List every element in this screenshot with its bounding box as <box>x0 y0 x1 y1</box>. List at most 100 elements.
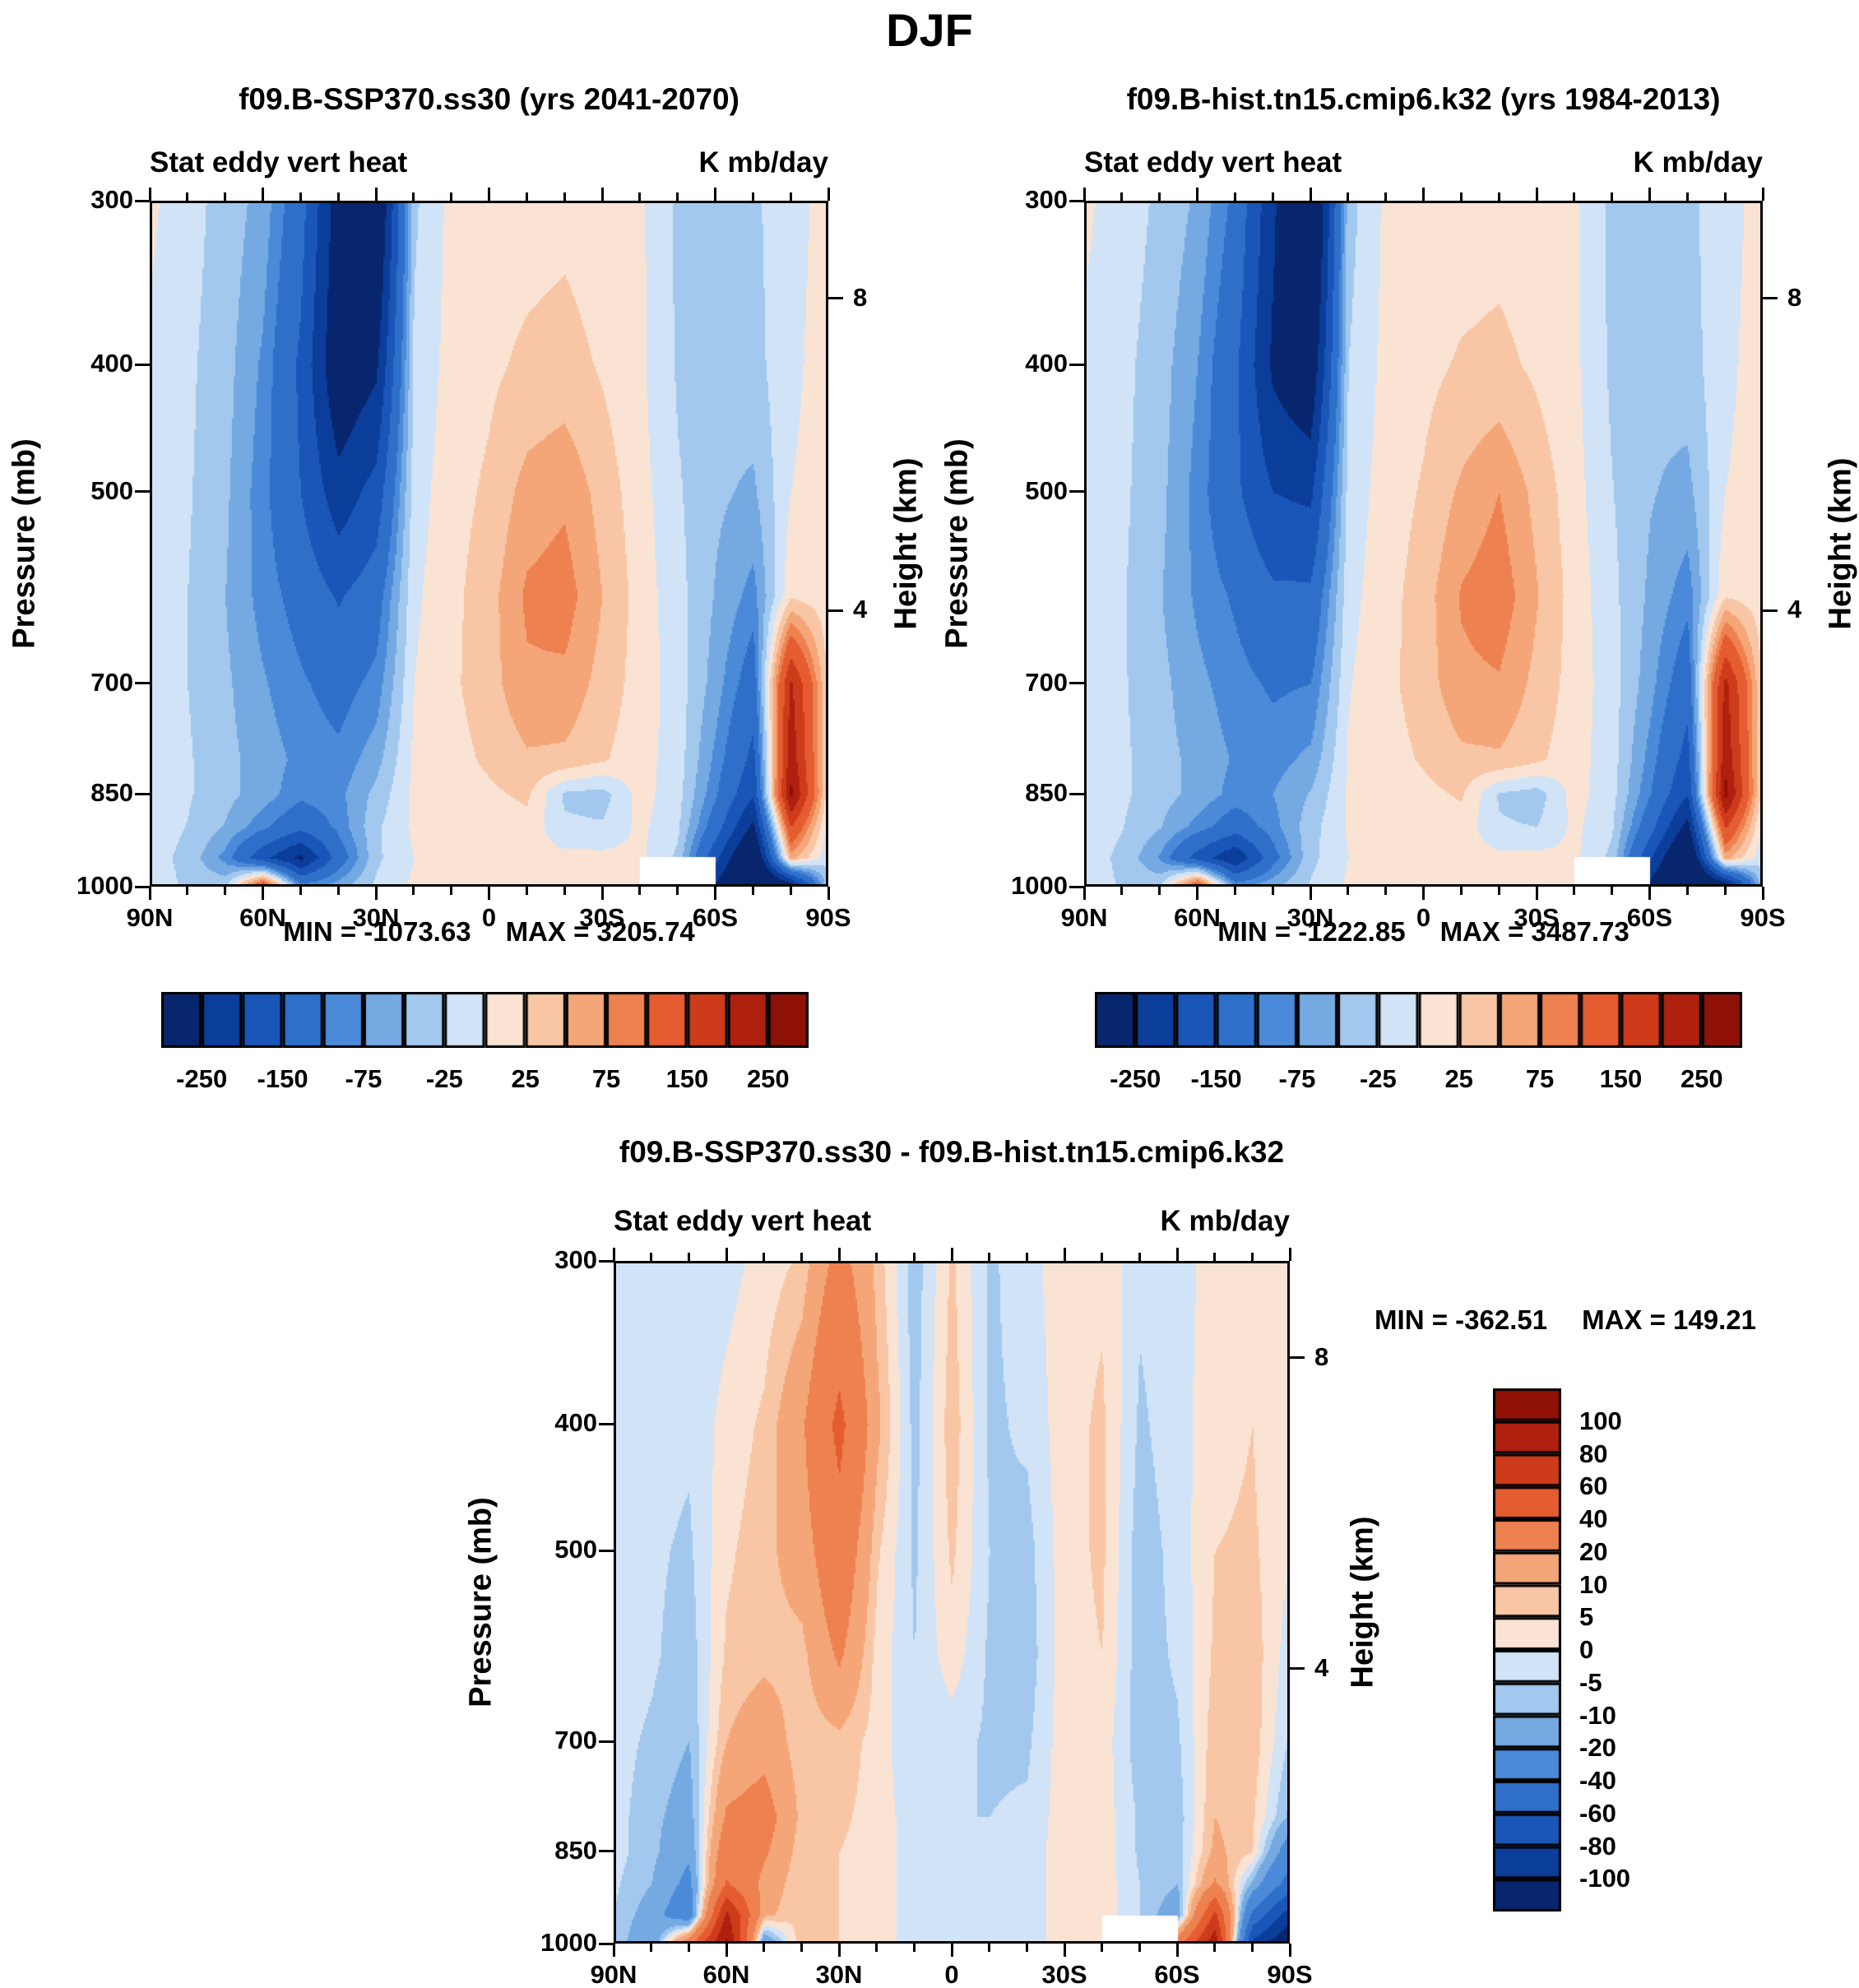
case2-units-label: K mb/day <box>1633 146 1763 178</box>
colorbar-tick-label: 5 <box>1579 1602 1594 1632</box>
pressure-tick <box>1069 885 1084 888</box>
height-tick-label: 8 <box>1787 282 1802 312</box>
colorbar-tick-label: 150 <box>665 1064 709 1093</box>
colorbar-tick-label: -150 <box>1190 1064 1242 1093</box>
colorbar-tick-label: 25 <box>1444 1064 1473 1093</box>
diff-pressure-axis-label: Pressure (mb) <box>463 1497 498 1708</box>
height-tick-label: 4 <box>1787 595 1802 624</box>
lat-tick <box>1233 887 1236 895</box>
lat-tick-label: 0 <box>944 1960 959 1988</box>
lat-tick-label: 90S <box>1740 903 1786 932</box>
pressure-tick <box>599 1850 614 1853</box>
lat-tick <box>763 1944 766 1952</box>
colorbar-tick-label: -25 <box>1359 1064 1397 1093</box>
lat-tick <box>1138 1944 1141 1952</box>
colorbar-tick-label: 25 <box>511 1064 540 1093</box>
pressure-tick <box>599 1942 614 1945</box>
height-tick-label: 4 <box>1314 1652 1329 1682</box>
lat-tick-label: 0 <box>481 903 497 932</box>
lat-tick <box>638 192 642 201</box>
lat-tick <box>1422 887 1425 900</box>
lat-tick <box>336 887 340 895</box>
lat-tick <box>1196 887 1198 900</box>
lat-tick <box>676 887 679 895</box>
lat-tick <box>1309 188 1312 201</box>
colorbar-tick-label: 250 <box>746 1064 790 1093</box>
lat-tick <box>1497 192 1500 201</box>
lat-tick <box>837 1944 841 1957</box>
lat-tick <box>450 192 453 201</box>
lat-tick <box>714 887 716 900</box>
lat-tick <box>1535 887 1538 900</box>
height-tick <box>1763 609 1778 612</box>
lat-tick <box>224 192 227 201</box>
case2-variable-label: Stat eddy vert heat <box>1084 146 1342 178</box>
lat-tick <box>1250 1944 1254 1952</box>
pressure-tick-label: 700 <box>90 667 133 697</box>
lat-tick <box>600 188 604 201</box>
lat-tick <box>725 1944 728 1957</box>
lat-tick <box>1082 188 1086 201</box>
colorbar-tick-label: -75 <box>345 1064 382 1093</box>
colorbar-tick-label: 60 <box>1579 1471 1608 1501</box>
pressure-tick-label: 500 <box>554 1535 597 1564</box>
lat-tick <box>1101 1253 1104 1261</box>
pressure-tick <box>599 1549 614 1552</box>
lat-tick <box>450 887 453 895</box>
lat-tick <box>412 887 415 895</box>
lat-tick-label: 60N <box>702 1960 750 1988</box>
lat-tick <box>1063 1248 1066 1261</box>
lat-tick <box>800 1253 803 1261</box>
pressure-tick-label: 850 <box>90 778 133 808</box>
height-tick <box>1290 1356 1305 1360</box>
lat-tick <box>1158 192 1161 201</box>
height-tick-label: 4 <box>853 595 868 624</box>
pressure-tick-label: 850 <box>554 1835 597 1865</box>
lat-tick <box>336 192 340 201</box>
pressure-tick-label: 1000 <box>540 1928 597 1957</box>
lat-tick <box>827 188 830 201</box>
lat-tick <box>374 887 378 900</box>
height-tick <box>1763 297 1778 300</box>
colorbar-tick-label: 80 <box>1579 1439 1608 1468</box>
colorbar-tick-label: 250 <box>1680 1064 1723 1093</box>
lat-tick <box>1175 1248 1179 1261</box>
lat-tick <box>1233 192 1236 201</box>
lat-tick <box>789 192 792 201</box>
case1-min-value: MIN = -1073.63 <box>283 916 471 947</box>
colorbar-tick-label: -150 <box>257 1064 308 1093</box>
colorbar-tick-label: -250 <box>176 1064 228 1093</box>
case1-contour-field <box>150 201 828 887</box>
pressure-tick-label: 400 <box>1025 349 1068 378</box>
case1-units-label: K mb/day <box>698 146 828 178</box>
lat-tick <box>299 192 302 201</box>
season-title: DJF <box>886 4 973 56</box>
lat-tick <box>1288 1248 1291 1261</box>
pressure-tick-label: 500 <box>1025 475 1068 505</box>
lat-tick-label: 30S <box>1514 903 1560 932</box>
lat-tick <box>1761 887 1764 900</box>
pressure-tick-label: 400 <box>90 349 133 378</box>
lat-tick <box>687 1944 690 1952</box>
diff-minmax: MIN = -362.51 MAX = 149.21 <box>1343 1304 1787 1336</box>
colorbar-tick-label: 75 <box>1525 1064 1555 1093</box>
pressure-tick <box>1069 490 1084 494</box>
lat-tick <box>714 188 716 201</box>
lat-tick <box>1573 887 1576 895</box>
lat-tick <box>725 1248 728 1261</box>
pressure-tick <box>1069 682 1084 685</box>
pressure-tick-label: 1000 <box>76 871 133 900</box>
colorbar-tick-label: -10 <box>1579 1700 1616 1730</box>
lat-tick <box>988 1253 991 1261</box>
case2-min-value: MIN = -1222.85 <box>1217 916 1406 947</box>
pressure-tick <box>1069 199 1084 202</box>
lat-tick <box>1063 1944 1066 1957</box>
lat-tick-label: 90S <box>805 903 851 932</box>
lat-tick-label: 30N <box>352 903 400 932</box>
lat-tick-label: 60S <box>692 903 739 932</box>
colorbar-tick-label: 100 <box>1579 1406 1622 1435</box>
diff-title: f09.B-SSP370.ss30 - f09.B-hist.tn15.cmip… <box>619 1135 1285 1169</box>
lat-tick-label: 0 <box>1416 903 1431 932</box>
lat-tick <box>763 1253 766 1261</box>
pressure-tick <box>599 1422 614 1425</box>
